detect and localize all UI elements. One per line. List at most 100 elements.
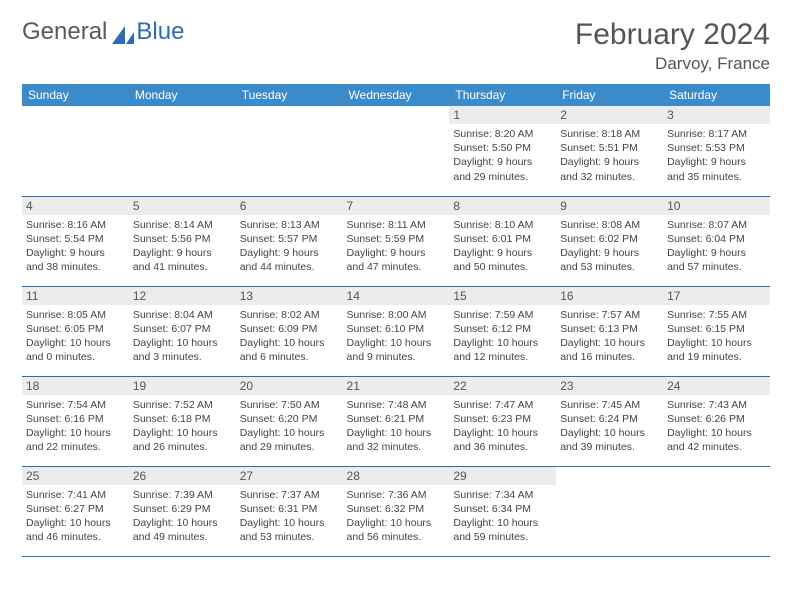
day-number: 13 <box>236 287 343 305</box>
day-info: Sunrise: 8:02 AMSunset: 6:09 PMDaylight:… <box>240 308 339 365</box>
calendar-cell: 7 Sunrise: 8:11 AMSunset: 5:59 PMDaylight… <box>343 196 450 286</box>
weekday-header: Sunday <box>22 84 129 106</box>
day-number: 2 <box>556 106 663 124</box>
day-number: 10 <box>663 197 770 215</box>
day-number: 8 <box>449 197 556 215</box>
day-info: Sunrise: 8:18 AMSunset: 5:51 PMDaylight:… <box>560 127 659 184</box>
weekday-header: Tuesday <box>236 84 343 106</box>
day-info: Sunrise: 7:48 AMSunset: 6:21 PMDaylight:… <box>347 398 446 455</box>
day-number: 21 <box>343 377 450 395</box>
day-info: Sunrise: 7:50 AMSunset: 6:20 PMDaylight:… <box>240 398 339 455</box>
day-number: 22 <box>449 377 556 395</box>
day-info: Sunrise: 7:47 AMSunset: 6:23 PMDaylight:… <box>453 398 552 455</box>
weekday-header: Thursday <box>449 84 556 106</box>
day-number: 14 <box>343 287 450 305</box>
calendar-cell: 9 Sunrise: 8:08 AMSunset: 6:02 PMDaylight… <box>556 196 663 286</box>
calendar-cell: 29Sunrise: 7:34 AMSunset: 6:34 PMDayligh… <box>449 466 556 556</box>
day-number: 1 <box>449 106 556 124</box>
calendar-cell: 12 Sunrise: 8:04 AMSunset: 6:07 PMDayligh… <box>129 286 236 376</box>
day-number: 11 <box>22 287 129 305</box>
sail-icon <box>112 23 134 41</box>
calendar-row: 11 Sunrise: 8:05 AMSunset: 6:05 PMDayligh… <box>22 286 770 376</box>
header: General Blue February 2024 Darvoy, Franc… <box>22 18 770 74</box>
calendar-cell: 3Sunrise: 8:17 AMSunset: 5:53 PMDaylight… <box>663 106 770 196</box>
day-info: Sunrise: 8:08 AMSunset: 6:02 PMDaylight:… <box>560 218 659 275</box>
day-info: Sunrise: 7:55 AMSunset: 6:15 PMDaylight:… <box>667 308 766 365</box>
calendar-cell <box>556 466 663 556</box>
calendar-cell <box>129 106 236 196</box>
day-info: Sunrise: 7:57 AMSunset: 6:13 PMDaylight:… <box>560 308 659 365</box>
day-info: Sunrise: 8:10 AMSunset: 6:01 PMDaylight:… <box>453 218 552 275</box>
day-info: Sunrise: 8:16 AMSunset: 5:54 PMDaylight:… <box>26 218 125 275</box>
calendar-cell: 15 Sunrise: 7:59 AMSunset: 6:12 PMDayligh… <box>449 286 556 376</box>
day-info: Sunrise: 7:34 AMSunset: 6:34 PMDaylight:… <box>453 488 552 545</box>
calendar-cell: 27 Sunrise: 7:37 AMSunset: 6:31 PMDayligh… <box>236 466 343 556</box>
calendar-cell <box>236 106 343 196</box>
day-info: Sunrise: 7:52 AMSunset: 6:18 PMDaylight:… <box>133 398 232 455</box>
calendar-body: 1 Sunrise: 8:20 AMSunset: 5:50 PMDaylight… <box>22 106 770 556</box>
calendar-cell: 21 Sunrise: 7:48 AMSunset: 6:21 PMDayligh… <box>343 376 450 466</box>
calendar-cell <box>343 106 450 196</box>
calendar-row: 18Sunrise: 7:54 AMSunset: 6:16 PMDayligh… <box>22 376 770 466</box>
day-number: 9 <box>556 197 663 215</box>
calendar-cell: 25Sunrise: 7:41 AMSunset: 6:27 PMDayligh… <box>22 466 129 556</box>
day-number: 15 <box>449 287 556 305</box>
day-number: 6 <box>236 197 343 215</box>
weekday-header: Monday <box>129 84 236 106</box>
day-number: 16 <box>556 287 663 305</box>
calendar-cell: 10Sunrise: 8:07 AMSunset: 6:04 PMDayligh… <box>663 196 770 286</box>
day-info: Sunrise: 7:36 AMSunset: 6:32 PMDaylight:… <box>347 488 446 545</box>
day-number: 12 <box>129 287 236 305</box>
calendar-cell: 13 Sunrise: 8:02 AMSunset: 6:09 PMDayligh… <box>236 286 343 376</box>
weekday-header: Saturday <box>663 84 770 106</box>
title-block: February 2024 Darvoy, France <box>575 18 770 74</box>
day-number: 28 <box>343 467 450 485</box>
calendar-cell: 17 Sunrise: 7:55 AMSunset: 6:15 PMDayligh… <box>663 286 770 376</box>
calendar-cell: 5 Sunrise: 8:14 AMSunset: 5:56 PMDaylight… <box>129 196 236 286</box>
day-number: 17 <box>663 287 770 305</box>
calendar-cell: 14Sunrise: 8:00 AMSunset: 6:10 PMDayligh… <box>343 286 450 376</box>
day-info: Sunrise: 7:37 AMSunset: 6:31 PMDaylight:… <box>240 488 339 545</box>
day-number: 27 <box>236 467 343 485</box>
day-info: Sunrise: 8:13 AMSunset: 5:57 PMDaylight:… <box>240 218 339 275</box>
day-number: 4 <box>22 197 129 215</box>
calendar-cell: 4 Sunrise: 8:16 AMSunset: 5:54 PMDaylight… <box>22 196 129 286</box>
logo-text-blue: Blue <box>136 18 184 46</box>
day-number: 20 <box>236 377 343 395</box>
calendar-cell <box>22 106 129 196</box>
logo: General Blue <box>22 18 184 46</box>
calendar-row: 1 Sunrise: 8:20 AMSunset: 5:50 PMDaylight… <box>22 106 770 196</box>
calendar-cell: 1 Sunrise: 8:20 AMSunset: 5:50 PMDaylight… <box>449 106 556 196</box>
calendar-row: 4 Sunrise: 8:16 AMSunset: 5:54 PMDaylight… <box>22 196 770 286</box>
calendar-cell: 18Sunrise: 7:54 AMSunset: 6:16 PMDayligh… <box>22 376 129 466</box>
calendar-cell: 11 Sunrise: 8:05 AMSunset: 6:05 PMDayligh… <box>22 286 129 376</box>
location: Darvoy, France <box>575 54 770 74</box>
month-title: February 2024 <box>575 18 770 52</box>
day-number: 19 <box>129 377 236 395</box>
calendar-head: SundayMondayTuesdayWednesdayThursdayFrid… <box>22 84 770 106</box>
calendar-cell: 22 Sunrise: 7:47 AMSunset: 6:23 PMDayligh… <box>449 376 556 466</box>
day-info: Sunrise: 7:59 AMSunset: 6:12 PMDaylight:… <box>453 308 552 365</box>
calendar-cell: 26Sunrise: 7:39 AMSunset: 6:29 PMDayligh… <box>129 466 236 556</box>
logo-text-general: General <box>22 18 107 46</box>
day-number: 7 <box>343 197 450 215</box>
day-info: Sunrise: 8:11 AMSunset: 5:59 PMDaylight:… <box>347 218 446 275</box>
day-info: Sunrise: 8:05 AMSunset: 6:05 PMDaylight:… <box>26 308 125 365</box>
calendar: SundayMondayTuesdayWednesdayThursdayFrid… <box>22 84 770 557</box>
day-number: 23 <box>556 377 663 395</box>
calendar-cell: 20 Sunrise: 7:50 AMSunset: 6:20 PMDayligh… <box>236 376 343 466</box>
day-number: 26 <box>129 467 236 485</box>
calendar-cell: 8 Sunrise: 8:10 AMSunset: 6:01 PMDaylight… <box>449 196 556 286</box>
calendar-cell: 23Sunrise: 7:45 AMSunset: 6:24 PMDayligh… <box>556 376 663 466</box>
calendar-row: 25Sunrise: 7:41 AMSunset: 6:27 PMDayligh… <box>22 466 770 556</box>
day-info: Sunrise: 7:54 AMSunset: 6:16 PMDaylight:… <box>26 398 125 455</box>
day-info: Sunrise: 8:20 AMSunset: 5:50 PMDaylight:… <box>453 127 552 184</box>
day-info: Sunrise: 8:14 AMSunset: 5:56 PMDaylight:… <box>133 218 232 275</box>
calendar-cell: 24Sunrise: 7:43 AMSunset: 6:26 PMDayligh… <box>663 376 770 466</box>
calendar-cell: 6 Sunrise: 8:13 AMSunset: 5:57 PMDaylight… <box>236 196 343 286</box>
day-number: 25 <box>22 467 129 485</box>
day-info: Sunrise: 8:04 AMSunset: 6:07 PMDaylight:… <box>133 308 232 365</box>
calendar-cell: 19 Sunrise: 7:52 AMSunset: 6:18 PMDayligh… <box>129 376 236 466</box>
day-number: 5 <box>129 197 236 215</box>
calendar-cell: 16 Sunrise: 7:57 AMSunset: 6:13 PMDayligh… <box>556 286 663 376</box>
